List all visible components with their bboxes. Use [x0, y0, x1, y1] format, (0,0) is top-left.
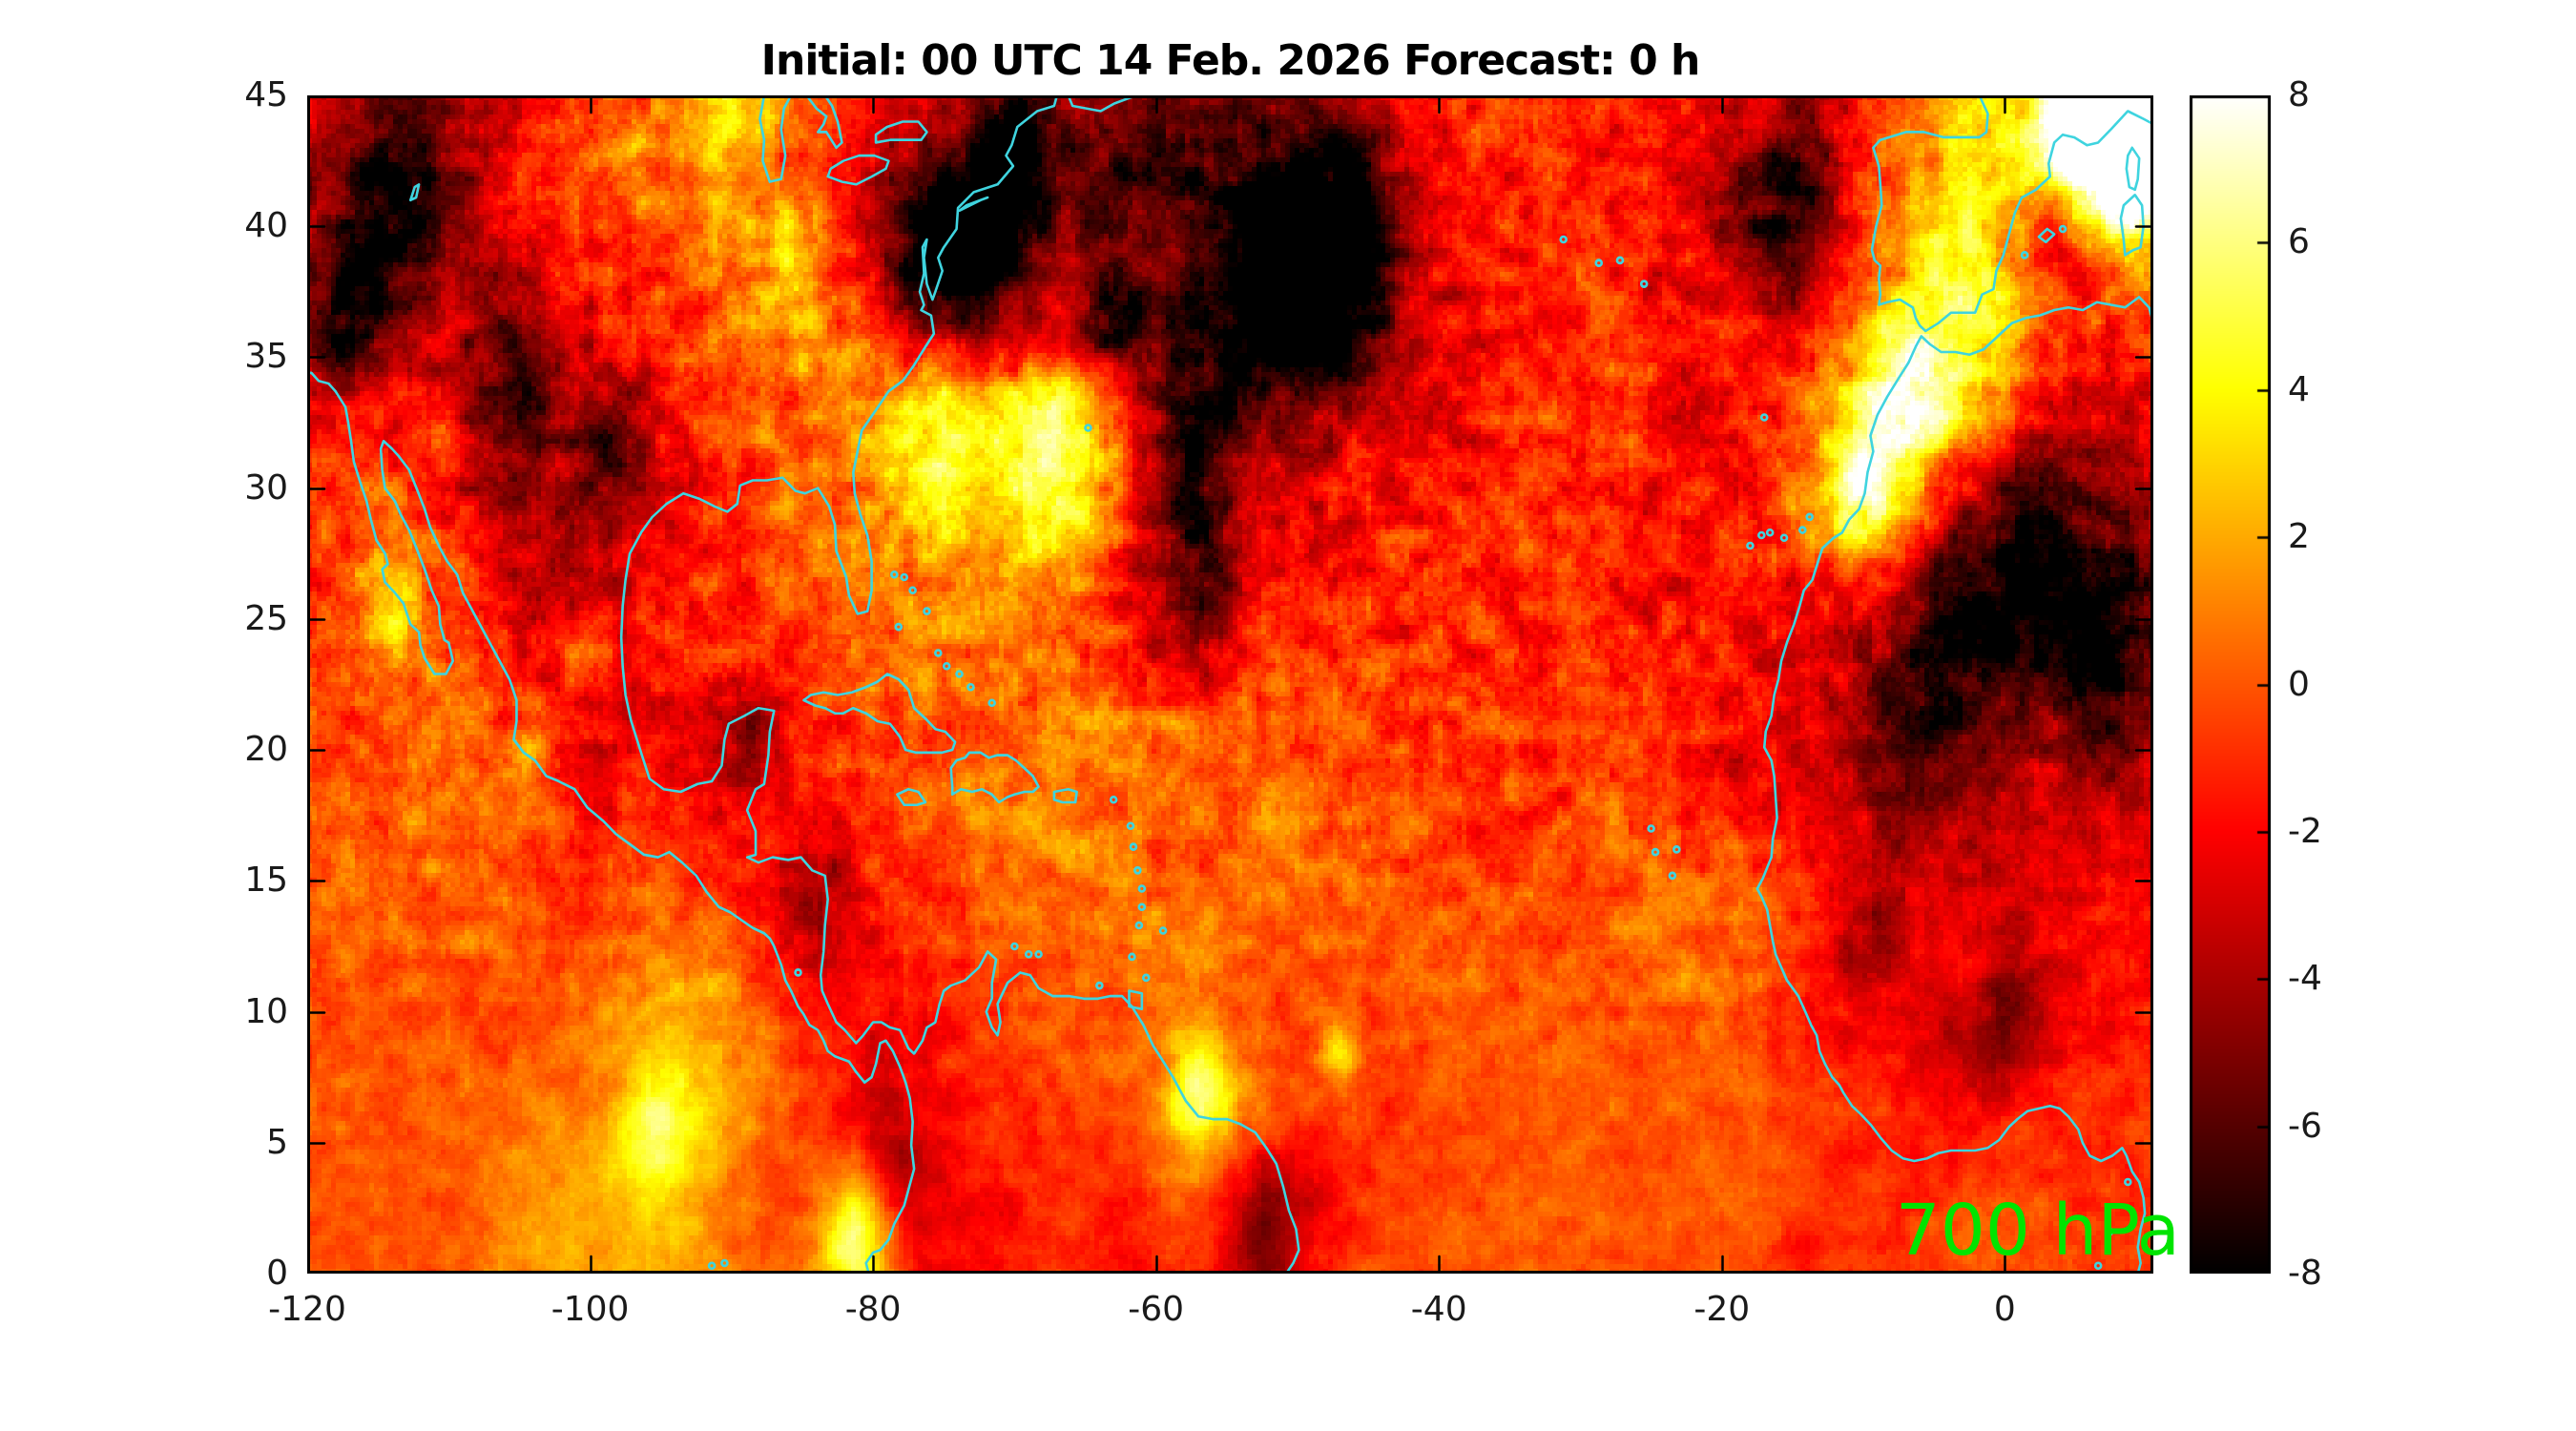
x-tick-label: -40 [1410, 1290, 1467, 1329]
colorbar-tick-label: 6 [2288, 222, 2310, 262]
colorbar-tick-label: -2 [2288, 811, 2322, 851]
y-tick-label: 30 [244, 467, 288, 508]
x-tick-label: -60 [1128, 1290, 1185, 1329]
y-tick-label: 20 [244, 730, 288, 770]
y-tick-label: 15 [244, 861, 288, 901]
colorbar [2190, 95, 2271, 1274]
colorbar-tick-label: -8 [2288, 1254, 2322, 1293]
y-tick-label: 40 [244, 206, 288, 246]
y-tick-label: 10 [244, 991, 288, 1031]
x-tick-label: 0 [1993, 1290, 2016, 1329]
colorbar-tick-label: 2 [2288, 517, 2310, 557]
pressure-level-label: 700 hPa [1895, 1190, 2180, 1272]
colorbar-tick-label: 0 [2288, 664, 2310, 704]
x-tick-label: -20 [1693, 1290, 1751, 1329]
x-tick-label: -100 [551, 1290, 630, 1329]
colorbar-tick-label: 8 [2288, 75, 2310, 114]
x-tick-label: -120 [268, 1290, 346, 1329]
colorbar-tick-label: -6 [2288, 1106, 2322, 1146]
y-tick-label: 35 [244, 337, 288, 377]
y-tick-label: 0 [266, 1254, 288, 1293]
colorbar-tick-label: 4 [2288, 369, 2310, 409]
y-tick-label: 45 [244, 75, 288, 114]
x-tick-label: -80 [844, 1290, 902, 1329]
plot-title: Initial: 00 UTC 14 Feb. 2026 Forecast: 0… [760, 36, 1701, 85]
colorbar-canvas [2190, 95, 2271, 1274]
y-tick-label: 25 [244, 598, 288, 638]
colorbar-tick-label: -4 [2288, 959, 2322, 999]
y-tick-label: 5 [266, 1122, 288, 1162]
map-plot-area: 700 hPa [307, 95, 2180, 1274]
heatmap-canvas [307, 95, 2153, 1274]
